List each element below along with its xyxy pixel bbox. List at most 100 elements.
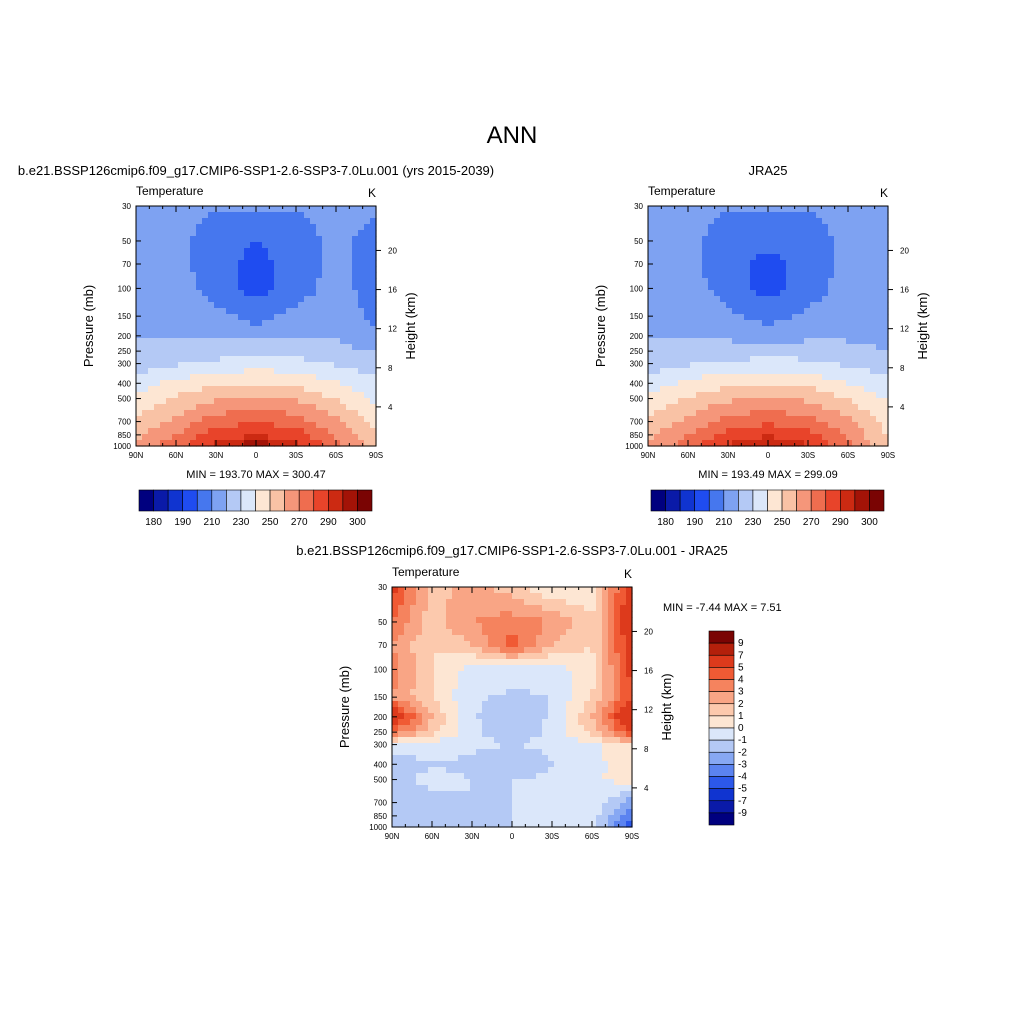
contour-cell — [476, 755, 483, 762]
contour-cell — [678, 320, 685, 327]
contour-cell — [214, 260, 221, 267]
contour-cell — [702, 428, 709, 435]
contour-cell — [410, 617, 417, 624]
contour-cell — [322, 440, 329, 447]
contour-cell — [786, 362, 793, 369]
contour-cell — [404, 785, 411, 792]
contour-cell — [780, 278, 787, 285]
contour-cell — [416, 725, 423, 732]
contour-cell — [196, 398, 203, 405]
contour-cell — [262, 212, 269, 219]
contour-cell — [280, 392, 287, 399]
panel-obs-minmax: MIN = 193.49 MAX = 299.09 — [698, 469, 837, 481]
contour-cell — [846, 314, 853, 321]
contour-cell — [738, 380, 745, 387]
contour-cell — [464, 671, 471, 678]
contour-cell — [392, 731, 399, 738]
contour-cell — [142, 248, 149, 255]
contour-cell — [690, 302, 697, 309]
contour-cell — [488, 755, 495, 762]
contour-cell — [792, 218, 799, 225]
contour-cell — [470, 617, 477, 624]
contour-cell — [202, 266, 209, 273]
contour-cell — [774, 386, 781, 393]
contour-cell — [834, 440, 841, 447]
contour-cell — [518, 755, 525, 762]
contour-cell — [672, 338, 679, 345]
contour-cell — [756, 242, 763, 249]
contour-cell — [232, 218, 239, 225]
height-tick-label: 12 — [388, 325, 397, 334]
contour-cell — [840, 236, 847, 243]
contour-cell — [566, 755, 573, 762]
contour-cell — [244, 362, 251, 369]
contour-cell — [214, 278, 221, 285]
contour-cell — [804, 410, 811, 417]
contour-cell — [358, 434, 365, 441]
contour-cell — [720, 404, 727, 411]
contour-cell — [554, 809, 561, 816]
contour-cell — [358, 392, 365, 399]
contour-cell — [190, 410, 197, 417]
contour-cell — [572, 791, 579, 798]
contour-cell — [322, 206, 329, 213]
contour-cell — [310, 296, 317, 303]
contour-cell — [392, 737, 399, 744]
contour-cell — [542, 623, 549, 630]
contour-cell — [648, 356, 655, 363]
contour-cell — [792, 254, 799, 261]
contour-cell — [452, 713, 459, 720]
contour-cell — [346, 284, 353, 291]
contour-cell — [512, 641, 519, 648]
contour-cell — [786, 416, 793, 423]
colorbar-swatch — [269, 489, 285, 512]
contour-cell — [286, 254, 293, 261]
contour-cell — [238, 380, 245, 387]
contour-cell — [428, 665, 435, 672]
contour-cell — [702, 434, 709, 441]
contour-cell — [208, 308, 215, 315]
contour-cell — [554, 797, 561, 804]
contour-cell — [292, 254, 299, 261]
contour-cell — [304, 398, 311, 405]
contour-cell — [232, 428, 239, 435]
contour-cell — [732, 290, 739, 297]
contour-cell — [870, 302, 877, 309]
contour-cell — [166, 410, 173, 417]
contour-cell — [708, 380, 715, 387]
contour-cell — [870, 380, 877, 387]
contour-cell — [756, 266, 763, 273]
contour-cell — [690, 410, 697, 417]
contour-cell — [220, 440, 227, 447]
contour-cell — [160, 236, 167, 243]
contour-cell — [370, 254, 377, 261]
contour-cell — [136, 422, 143, 429]
contour-cell — [410, 779, 417, 786]
contour-cell — [196, 284, 203, 291]
contour-cell — [602, 767, 609, 774]
contour-cell — [482, 641, 489, 648]
contour-cell — [870, 212, 877, 219]
contour-cell — [340, 344, 347, 351]
contour-cell — [654, 332, 661, 339]
contour-cell — [178, 440, 185, 447]
contour-cell — [358, 326, 365, 333]
contour-cell — [310, 278, 317, 285]
contour-cell — [422, 719, 429, 726]
contour-cell — [392, 803, 399, 810]
contour-cell — [554, 647, 561, 654]
contour-cell — [136, 290, 143, 297]
contour-cell — [720, 338, 727, 345]
contour-cell — [648, 296, 655, 303]
contour-cell — [834, 392, 841, 399]
contour-cell — [154, 326, 161, 333]
contour-cell — [566, 815, 573, 822]
contour-cell — [840, 230, 847, 237]
contour-cell — [190, 404, 197, 411]
contour-cell — [370, 260, 377, 267]
contour-cell — [882, 374, 889, 381]
contour-cell — [792, 338, 799, 345]
contour-cell — [136, 434, 143, 441]
contour-cell — [726, 386, 733, 393]
contour-cell — [744, 428, 751, 435]
